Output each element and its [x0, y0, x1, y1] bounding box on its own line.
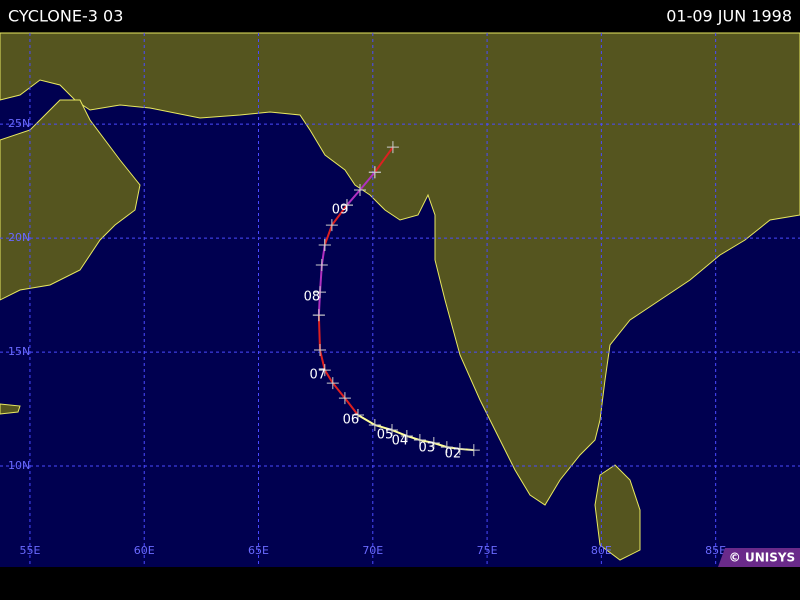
- day-label: 02: [445, 446, 462, 461]
- grid: 55E 60E 65E 70E 75E 80E 85E 25N 20N 15N 10N: [0, 33, 800, 567]
- track-point: [386, 424, 398, 437]
- track-point: [351, 408, 364, 421]
- track-point: [318, 364, 331, 377]
- track-point: [368, 419, 381, 432]
- land: [0, 32, 800, 561]
- lon-label: 85E: [705, 544, 726, 557]
- track-point: [314, 344, 326, 357]
- track-point: [427, 437, 440, 450]
- dates: 01-09 JUN 1998: [666, 7, 792, 26]
- day-label: 06: [343, 412, 360, 427]
- track-point: [326, 377, 339, 390]
- day-label: 09: [332, 203, 349, 218]
- arabia: [0, 99, 141, 301]
- track-point: [368, 166, 381, 179]
- lat-label: 10N: [8, 459, 30, 472]
- day-label: 08: [304, 290, 321, 305]
- island: [0, 403, 21, 415]
- track-point: [413, 434, 426, 447]
- track-segment: [374, 146, 394, 173]
- asia: [0, 32, 800, 506]
- credit: © UNISYS: [729, 551, 795, 565]
- lat-label: 20N: [8, 231, 30, 244]
- lon-label: 55E: [19, 544, 40, 557]
- track-point: [338, 392, 351, 405]
- day-label: 07: [310, 368, 327, 383]
- lat-label: 25N: [8, 117, 30, 130]
- track-point: [312, 309, 325, 322]
- track-point: [318, 238, 331, 251]
- day-label: 05: [377, 428, 394, 443]
- track-point: [315, 259, 328, 272]
- sri-lanka: [594, 464, 641, 561]
- day-label: 03: [419, 441, 436, 456]
- track-point: [467, 444, 480, 457]
- track-point: [400, 429, 413, 442]
- lon-label: 80E: [591, 544, 612, 557]
- lon-label: 60E: [134, 544, 155, 557]
- lon-label: 70E: [362, 544, 383, 557]
- track-point: [440, 441, 453, 454]
- track-point: [340, 199, 353, 212]
- track-segment: [317, 244, 326, 316]
- lat-label: 15N: [8, 345, 30, 358]
- track-point: [314, 286, 326, 299]
- lon-label: 75E: [477, 544, 498, 557]
- credit-box: [718, 548, 800, 567]
- track-point: [386, 141, 399, 154]
- day-label: 04: [392, 433, 409, 448]
- track-point: [354, 184, 366, 197]
- lon-label: 65E: [248, 544, 269, 557]
- title: CYCLONE-3 03: [8, 7, 123, 26]
- footer: [0, 567, 800, 600]
- track-point: [453, 442, 466, 455]
- track-point: [325, 219, 338, 232]
